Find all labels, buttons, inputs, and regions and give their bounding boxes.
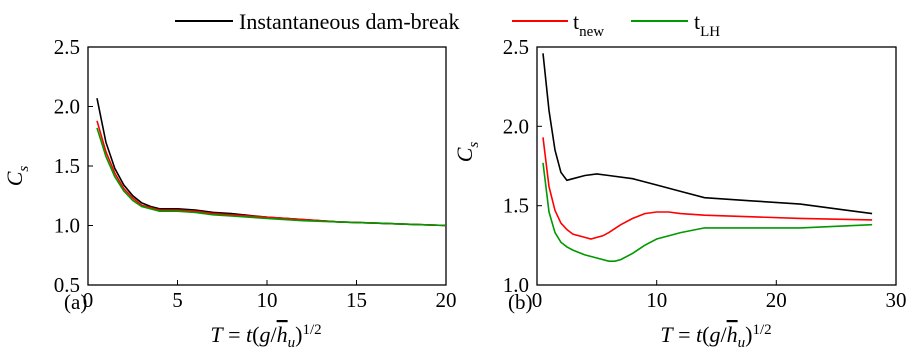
- panel-a-xtick-label: 20: [436, 288, 457, 312]
- panel-a-ytick-label: 0.5: [54, 273, 80, 297]
- legend-label-tlh-main: t: [694, 9, 700, 34]
- panel-b-xtick-label: 20: [766, 288, 787, 312]
- panel-a-series-tnew: [96, 120, 447, 227]
- legend-label-tlh: tLH: [694, 9, 720, 40]
- panel-b-label: (b): [508, 290, 533, 314]
- panel-b-xticklabels: 0 10 20 30: [532, 288, 907, 312]
- panel-a-ytick-label: 2.0: [54, 95, 80, 119]
- panel-a-ytick-label: 1.5: [54, 154, 80, 178]
- panel-b-xtick-label: 10: [646, 288, 667, 312]
- panel-a-series-tlh: [96, 127, 447, 227]
- panel-a-ylabel: Cs: [2, 166, 32, 187]
- panel-b-series-tnew: [542, 137, 873, 240]
- panel-a-series-instantaneous: [96, 98, 447, 227]
- panel-a-ytick-label: 1.0: [54, 214, 80, 238]
- panel-b-series-tlh: [542, 162, 873, 263]
- panel-a-series: [96, 98, 447, 227]
- panel-b-ylabel: Cs: [452, 142, 482, 163]
- legend-label-instantaneous: Instantaneous dam-break: [239, 9, 460, 34]
- panel-a-xtick-label: 15: [346, 288, 367, 312]
- panel-b-xlabel: T = t(g/hu)1/2: [660, 322, 771, 351]
- panel-b-xtick-label: 30: [886, 288, 907, 312]
- panel-b-ytick-label: 2.0: [503, 114, 529, 138]
- panel-a-xtick-label: 10: [257, 288, 278, 312]
- panel-b-frame: [536, 46, 897, 286]
- panel-b-series-instantaneous: [542, 53, 873, 215]
- panel-b-series: [542, 53, 873, 263]
- panel-a-xtick-label: 5: [172, 288, 183, 312]
- panel-b-ticks: [536, 46, 897, 286]
- panel-a: 0 5 10 15 20 0.5 1.0 1.5 2.0 2.5 Cs (a) …: [2, 35, 457, 351]
- panel-b-yticklabels: 1.0 1.5 2.0 2.5: [503, 35, 529, 297]
- panel-a-ytick-label: 2.5: [54, 35, 80, 59]
- panel-a-xlabel: T = t(g/hu)1/2: [210, 322, 321, 351]
- legend-label-tnew: tnew: [573, 9, 604, 40]
- legend: Instantaneous dam-break tnew tLH: [175, 9, 720, 40]
- panel-a-yticklabels: 0.5 1.0 1.5 2.0 2.5: [54, 35, 80, 297]
- panel-b-ytick-label: 2.5: [503, 35, 529, 59]
- panel-a-frame: [87, 46, 447, 286]
- panel-b-ytick-label: 1.5: [503, 194, 529, 218]
- legend-label-tnew-sub: new: [579, 24, 604, 40]
- panel-b-xtick-label: 0: [532, 288, 543, 312]
- panel-b: 0 10 20 30 1.0 1.5 2.0 2.5 Cs (b) T = t(…: [452, 35, 907, 351]
- panel-b-ytick-label: 1.0: [503, 273, 529, 297]
- panel-a-xtick-label: 0: [83, 288, 94, 312]
- legend-label-tnew-main: t: [573, 9, 579, 34]
- legend-label-tlh-sub: LH: [700, 24, 720, 40]
- panel-a-xticklabels: 0 5 10 15 20: [83, 288, 457, 312]
- panel-a-ticks: [87, 46, 447, 286]
- panel-a-label: (a): [64, 290, 87, 314]
